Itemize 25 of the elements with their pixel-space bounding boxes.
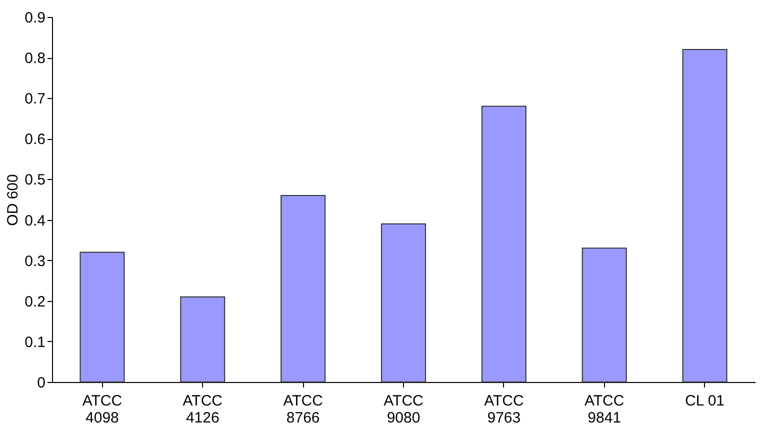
x-tick-label: ATCC 4126 — [182, 392, 223, 426]
y-tick-label: 0 — [37, 374, 46, 392]
y-tick-label: 0.6 — [24, 131, 46, 148]
y-tick-label: 0.4 — [24, 212, 46, 230]
bar — [381, 223, 426, 382]
x-tick-label: CL 01 — [685, 392, 725, 410]
bar — [180, 296, 226, 382]
x-tick-label: ATCC 9841 — [584, 392, 624, 426]
y-tick-label: 0.9 — [24, 10, 46, 26]
x-tick-label: ATCC 9763 — [484, 392, 524, 426]
y-tick-label: 0.8 — [24, 50, 46, 68]
x-tick-label: ATCC 4098 — [82, 392, 122, 426]
y-tick-label: 0.1 — [24, 334, 46, 351]
x-tick-label: ATCC 8766 — [283, 392, 324, 426]
bar — [280, 194, 326, 382]
bar — [682, 48, 728, 382]
x-tick-label: ATCC 9080 — [384, 392, 424, 426]
y-tick-label: 0.7 — [24, 90, 46, 108]
y-tick-label: 0.5 — [24, 172, 46, 189]
bar — [582, 248, 627, 382]
bar — [80, 252, 125, 382]
bar — [481, 106, 526, 382]
y-axis-title: OD 600 — [4, 174, 22, 226]
y-tick-label: 0.2 — [24, 293, 46, 310]
y-tick-label: 0.3 — [24, 252, 46, 270]
